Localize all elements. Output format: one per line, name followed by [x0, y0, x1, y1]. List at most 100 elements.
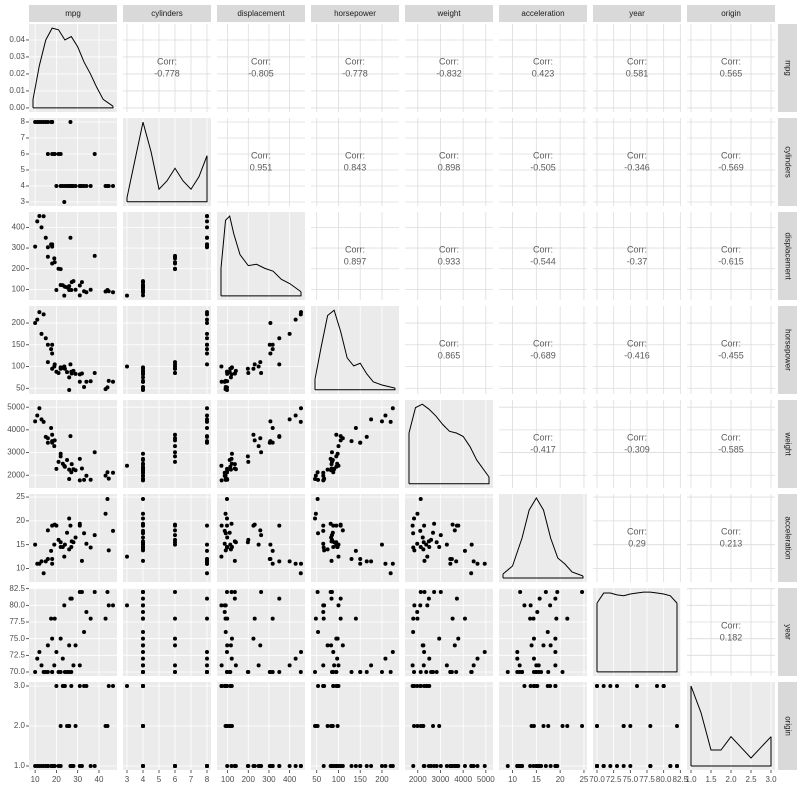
row-strip-label: displacement: [783, 232, 792, 280]
scatter-point: [438, 590, 443, 594]
scatter-point: [267, 440, 272, 445]
scatter-point: [259, 533, 264, 538]
scatter-point: [287, 663, 292, 668]
scatter-point: [219, 364, 224, 369]
panel: Corr: -0.544: [499, 212, 587, 300]
scatter-point: [229, 461, 234, 466]
scatter-point: [223, 630, 228, 634]
x-tick-label: 77.5: [639, 775, 655, 784]
scatter-point: [79, 280, 84, 285]
scatter-point: [56, 670, 61, 674]
panel: [311, 682, 399, 770]
panel-background: [499, 212, 587, 300]
scatter-point: [125, 463, 129, 468]
x-tick-label: 3: [125, 775, 130, 784]
scatter-point: [37, 650, 42, 654]
scatter-point: [67, 643, 72, 648]
corr-value: -0.778: [342, 68, 368, 78]
scatter-point: [50, 366, 55, 371]
scatter-point: [565, 616, 570, 621]
scatter-point: [173, 528, 177, 533]
scatter-point: [224, 523, 229, 528]
column-strip-label: acceleration: [521, 9, 564, 18]
scatter-point: [141, 636, 145, 641]
panel: Corr: 0.865: [405, 306, 493, 394]
scatter-point: [515, 650, 520, 654]
scatter-point: [229, 372, 234, 377]
scatter-point: [54, 288, 59, 293]
panel: Corr: 0.898: [405, 118, 493, 206]
scatter-point: [37, 561, 42, 566]
panel: Corr: 0.423: [499, 24, 587, 112]
scatter-point: [520, 670, 525, 674]
scatter-point: [173, 643, 177, 648]
scatter-point: [426, 764, 431, 768]
scatter-point: [45, 670, 50, 674]
scatter-point: [535, 684, 540, 688]
scatter-point: [52, 260, 57, 265]
scatter-point: [675, 724, 679, 728]
scatter-point: [77, 684, 82, 688]
panel-background: [123, 118, 211, 206]
scatter-point: [349, 439, 354, 444]
x-tick-label: 4: [141, 775, 146, 784]
scatter-point: [411, 616, 416, 621]
scatter-point: [475, 561, 480, 566]
scatter-point: [224, 724, 229, 728]
scatter-point: [205, 331, 209, 336]
y-tick-label: 3.0: [14, 681, 26, 690]
panel: Corr: -0.689: [499, 306, 587, 394]
scatter-point: [528, 616, 533, 621]
scatter-point: [88, 287, 93, 292]
corr-value: 0.565: [720, 68, 743, 78]
scatter-point: [471, 764, 476, 768]
x-tick-label: 15: [532, 775, 541, 784]
y-tick-label: 0.02: [9, 69, 25, 78]
scatter-point: [268, 321, 273, 326]
x-tick-label: 3.0: [765, 775, 777, 784]
density-curve: [32, 27, 114, 107]
scatter-point: [431, 724, 436, 728]
corr-value: -0.37: [627, 256, 648, 266]
scatter-point: [52, 764, 57, 768]
scatter-point: [35, 656, 40, 661]
scatter-point: [52, 663, 57, 668]
scatter-point: [313, 516, 317, 521]
panel-background: [405, 212, 493, 300]
scatter-point: [106, 548, 111, 553]
scatter-point: [434, 540, 439, 545]
scatter-point: [418, 603, 423, 608]
scatter-point: [246, 459, 251, 464]
scatter-point: [580, 590, 585, 594]
scatter-point: [421, 663, 426, 668]
panel-background: [499, 306, 587, 394]
scatter-point: [277, 596, 282, 601]
density-curve: [126, 122, 208, 198]
scatter-point: [522, 684, 527, 688]
scatter-point: [437, 724, 442, 728]
scatter-point: [69, 184, 74, 188]
scatter-point: [358, 440, 363, 445]
corr-value: -0.805: [248, 68, 274, 78]
scatter-point: [321, 764, 326, 768]
scatter-point: [141, 283, 145, 288]
scatter-point: [228, 467, 233, 472]
scatter-point: [531, 636, 536, 641]
scatter-point: [432, 521, 437, 526]
scatter-point: [92, 533, 97, 538]
scatter-point: [141, 511, 145, 516]
panel: Corr: 0.843: [311, 118, 399, 206]
y-tick-label: 0.03: [9, 52, 25, 61]
column-strip: [217, 5, 305, 22]
corr-label: Corr:: [721, 620, 741, 630]
panel: [311, 306, 399, 394]
scatter-point: [411, 764, 416, 768]
y-tick-label: 15: [16, 540, 25, 549]
scatter-point: [52, 616, 57, 621]
x-tick-label: 4000: [454, 775, 472, 784]
panel-background: [217, 212, 305, 300]
panel: [217, 306, 305, 394]
scatter-point: [49, 764, 54, 768]
scatter-point: [50, 561, 55, 566]
scatter-point: [287, 559, 292, 564]
